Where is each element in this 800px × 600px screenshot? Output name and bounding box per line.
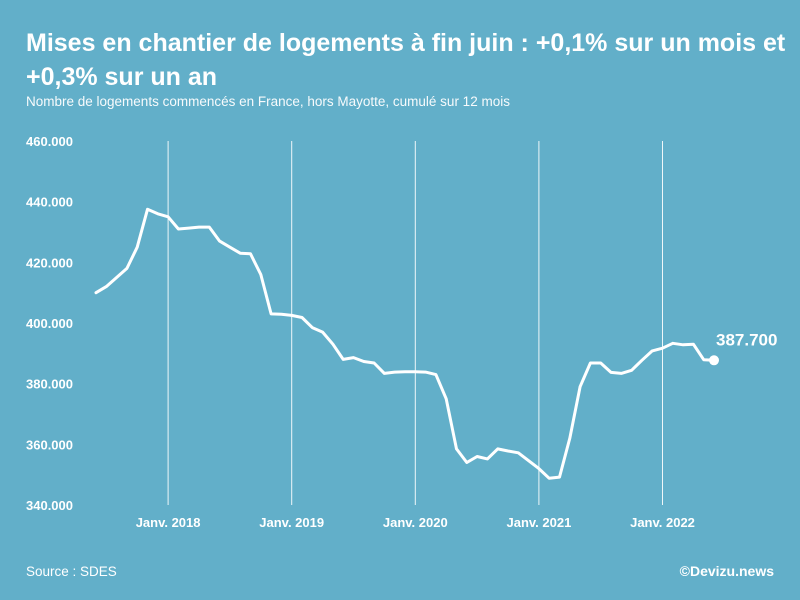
x-tick-label: Janv. 2021 xyxy=(506,515,571,530)
y-tick-label: 440.000 xyxy=(26,195,73,210)
x-tick-label: Janv. 2018 xyxy=(136,515,201,530)
end-point-marker xyxy=(709,355,719,366)
x-tick-label: Janv. 2022 xyxy=(630,515,695,530)
y-tick-label: 460.000 xyxy=(26,134,73,149)
y-tick-label: 420.000 xyxy=(26,255,73,270)
y-tick-label: 360.000 xyxy=(26,437,73,452)
x-tick-label: Janv. 2020 xyxy=(383,515,448,530)
x-tick-label: Janv. 2019 xyxy=(259,515,324,530)
y-tick-label: 400.000 xyxy=(26,316,73,331)
chart-title: Mises en chantier de logements à fin jui… xyxy=(26,29,786,91)
source-note: Source : SDES xyxy=(26,564,117,579)
y-tick-label: 340.000 xyxy=(26,498,73,513)
chart-subtitle: Nombre de logements commencés en France,… xyxy=(26,94,510,109)
brand-logo: ©Devizu.news xyxy=(679,563,774,579)
end-point-label: 387.700 xyxy=(716,330,777,349)
y-tick-label: 380.000 xyxy=(26,377,73,392)
series-line xyxy=(94,207,716,480)
